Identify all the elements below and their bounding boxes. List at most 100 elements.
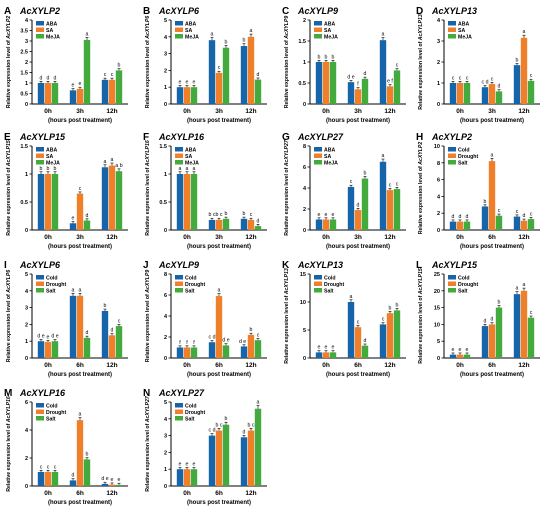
significance-letter: a <box>72 287 75 293</box>
y-axis-label-gene: AcXYLP6 <box>6 270 12 294</box>
bar-drought <box>247 430 255 486</box>
legend-label: Salt <box>458 288 468 294</box>
panel-letter: N <box>143 388 150 399</box>
bar-aba <box>37 174 45 230</box>
y-axis-label-gene: AcXYLP13 <box>418 14 424 41</box>
significance-letter: e <box>318 212 321 218</box>
legend-swatch <box>314 147 322 152</box>
y-tick-label: 5 <box>25 272 28 278</box>
legend-swatch <box>448 153 456 158</box>
legend-swatch <box>448 281 456 286</box>
legend-swatch <box>36 281 44 286</box>
legend-swatch <box>36 416 44 421</box>
significance-letter: b c <box>216 422 223 428</box>
legend-swatch <box>314 160 322 165</box>
bar-salt <box>254 408 262 486</box>
x-tick-label: 12h <box>384 362 395 369</box>
legend-swatch <box>314 34 322 39</box>
x-axis-label: (hours post treatment) <box>460 244 524 250</box>
x-axis-label: (hours post treatment) <box>326 118 390 124</box>
panel-letter: H <box>416 132 423 143</box>
bar-drought <box>108 484 116 486</box>
significance-letter: c <box>452 75 455 81</box>
significance-letter: e <box>193 80 196 86</box>
bar-drought <box>386 313 394 358</box>
legend-label: Cold <box>458 275 470 281</box>
significance-letter: e <box>466 347 469 353</box>
y-axis-label-gene: AcXYLP13 <box>284 268 290 295</box>
x-tick-label: 12h <box>518 362 529 369</box>
significance-letter: c <box>466 75 469 81</box>
y-tick-label: 2 <box>437 60 440 66</box>
bar-drought <box>183 347 191 358</box>
significance-letter: c <box>459 75 462 81</box>
x-tick-label: 0h <box>322 362 330 369</box>
legend-label: Drought <box>185 282 205 288</box>
x-axis-label: (hours post treatment) <box>326 372 390 378</box>
legend-swatch <box>36 34 44 39</box>
significance-letter: a <box>193 166 196 172</box>
significance-letter: a <box>211 32 214 38</box>
panel-letter: E <box>4 132 11 143</box>
x-axis-label: (hours post treatment) <box>460 118 524 124</box>
bar-cold <box>37 472 45 486</box>
bar-meja <box>83 220 91 230</box>
legend-swatch <box>175 21 183 26</box>
legend-label: Drought <box>46 410 66 416</box>
bar-aba <box>315 219 323 230</box>
x-tick-label: 12h <box>106 108 117 115</box>
significance-letter: d e <box>222 338 229 344</box>
y-tick-label: 0 <box>25 228 28 234</box>
significance-letter: e <box>452 347 455 353</box>
y-tick-label: 0 <box>164 484 167 490</box>
significance-letter: c <box>218 65 221 71</box>
bar-meja <box>329 62 337 104</box>
significance-letter: b <box>225 416 228 422</box>
legend-swatch <box>314 288 322 293</box>
y-tick-label: 1.5 <box>159 144 167 150</box>
x-tick-label: 12h <box>245 490 256 497</box>
y-tick-label: 3.5 <box>20 29 28 35</box>
x-axis-label: (hours post treatment) <box>48 372 112 378</box>
significance-letter: f <box>193 340 195 346</box>
y-tick-label: 10 <box>434 322 440 328</box>
significance-letter: a <box>523 282 526 288</box>
y-axis-label-prefix: Relative expression level of <box>418 294 424 364</box>
y-tick-label: 0.5 <box>159 200 167 206</box>
significance-letter: b <box>325 54 328 60</box>
significance-letter: c <box>250 212 253 218</box>
significance-letter: a <box>491 152 494 158</box>
significance-letter: d e <box>347 74 354 80</box>
panel-title: AcXYLP16 <box>19 388 66 398</box>
legend-swatch <box>314 275 322 280</box>
y-tick-label: 3 <box>164 52 167 58</box>
y-tick-label: 1 <box>25 81 28 87</box>
panel-letter: L <box>416 260 422 271</box>
significance-letter: a <box>104 159 107 165</box>
y-tick-label: 2 <box>303 18 306 24</box>
bar-drought <box>456 221 464 230</box>
significance-letter: b <box>484 199 487 205</box>
bar-sa <box>456 83 464 104</box>
x-tick-label: 12h <box>245 362 256 369</box>
significance-letter: c <box>389 182 392 188</box>
x-tick-label: 0h <box>44 108 52 115</box>
bar-cold <box>37 341 45 358</box>
bar-drought <box>76 420 84 486</box>
bar-sa <box>520 37 528 104</box>
y-tick-label: 1 <box>164 172 167 178</box>
legend-label: Salt <box>46 288 56 294</box>
panel-title: AcXYLP2 <box>19 6 60 16</box>
bar-sa <box>386 86 394 104</box>
x-tick-label: 0h <box>183 108 191 115</box>
panel-letter: B <box>143 6 150 17</box>
bar-meja <box>254 226 262 230</box>
bar-meja <box>361 178 369 230</box>
y-tick-label: 2 <box>437 211 440 217</box>
y-axis-label: Relative expression level of AcXYLP27 <box>145 395 151 492</box>
legend-label: Salt <box>46 416 56 422</box>
legend-label: SA <box>324 28 331 34</box>
